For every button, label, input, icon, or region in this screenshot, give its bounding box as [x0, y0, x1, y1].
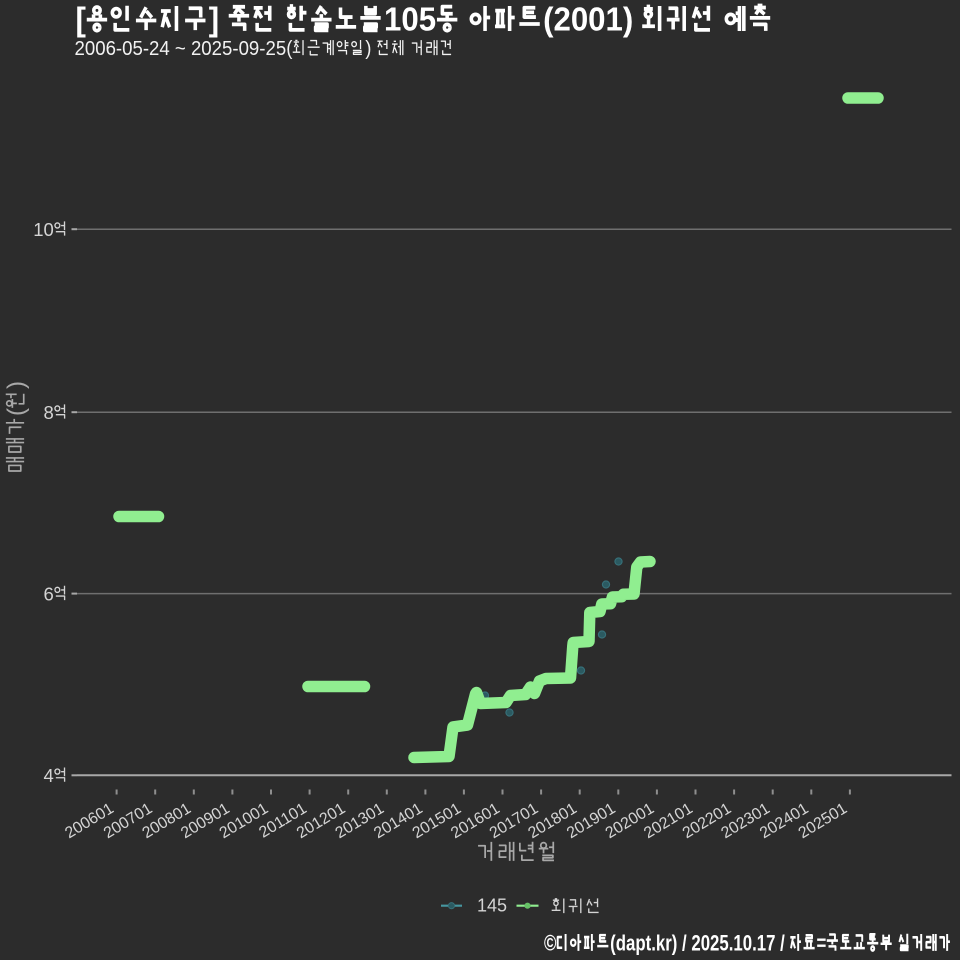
svg-text:145: 145 — [477, 896, 507, 916]
svg-text:=: = — [816, 932, 826, 957]
svg-text:2006-05-24 ~ 2025-09-25(: 2006-05-24 ~ 2025-09-25( — [75, 38, 293, 60]
svg-text:): ) — [365, 38, 376, 60]
svg-text:]: ] — [209, 1, 228, 38]
svg-text:©: © — [544, 932, 557, 957]
svg-text:[: [ — [76, 1, 87, 38]
svg-text:8: 8 — [44, 402, 54, 423]
svg-text:4: 4 — [44, 765, 54, 786]
svg-text:6: 6 — [44, 583, 54, 604]
svg-text:): ) — [3, 381, 30, 389]
svg-text:(: ( — [3, 408, 30, 416]
svg-text:(2001): (2001) — [543, 1, 642, 38]
svg-text:(dapt.kr) / 2025.10.17 /: (dapt.kr) / 2025.10.17 / — [610, 932, 789, 957]
svg-text:105: 105 — [384, 1, 436, 38]
svg-text:10: 10 — [33, 219, 54, 240]
